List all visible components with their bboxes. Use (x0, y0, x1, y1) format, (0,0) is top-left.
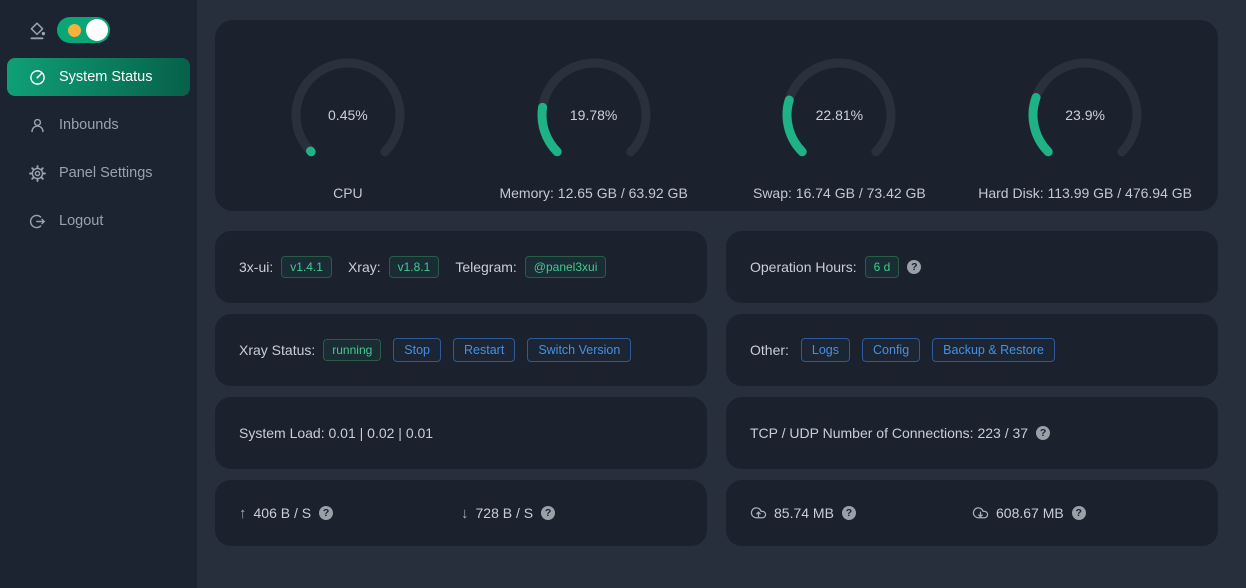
total-upload: 85.74 MB ? (750, 505, 972, 522)
xray-version-tag[interactable]: v1.8.1 (388, 256, 440, 278)
download-speed-value: 728 B / S (475, 505, 534, 521)
upload-arrow-icon: ↑ (239, 504, 247, 522)
upload-speed-value: 406 B / S (253, 505, 312, 521)
sidebar: System Status Inbounds (0, 0, 197, 588)
cloud-upload-icon (750, 505, 767, 522)
gauge-label: Swap: 16.74 GB / 73.42 GB (752, 185, 926, 201)
help-icon[interactable]: ? (319, 506, 334, 520)
gauge-label: Memory: 12.65 GB / 63.92 GB (499, 185, 688, 201)
config-button[interactable]: Config (862, 337, 921, 363)
cloud-download-icon (972, 505, 989, 522)
xray-status-label: Xray Status: (239, 342, 316, 358)
total-download-value: 608.67 MB (996, 505, 1064, 521)
xray-status-card: Xray Status: running Stop Restart Switch… (215, 314, 707, 386)
gauge-memory: 19.78% Memory: 12.65 GB / 63.92 GB (471, 55, 717, 201)
system-load-text: System Load: 0.01 | 0.02 | 0.01 (239, 425, 434, 441)
telegram-tag[interactable]: @panel3xui (524, 256, 607, 278)
connections-text: TCP / UDP Number of Connections: 223 / 3… (750, 425, 1029, 441)
theme-paint-icon (28, 21, 46, 40)
sidebar-item-label: Panel Settings (59, 165, 153, 181)
help-icon[interactable]: ? (907, 260, 922, 274)
total-traffic-card: 85.74 MB ? 608.67 MB ? (726, 480, 1218, 546)
sidebar-item-label: System Status (59, 69, 153, 85)
uptime-card: Operation Hours: 6 d ? (726, 231, 1218, 303)
help-icon[interactable]: ? (841, 506, 856, 520)
sidebar-item-system-status[interactable]: System Status (7, 58, 190, 96)
network-speed-card: ↑ 406 B / S ? ↓ 728 B / S ? (215, 480, 707, 546)
gauge-label: Hard Disk: 113.99 GB / 476.94 GB (978, 185, 1192, 201)
3xui-version-tag[interactable]: v1.4.1 (281, 256, 332, 278)
cards-grid: 3x-ui: v1.4.1 Xray: v1.8.1 Telegram: @pa… (215, 231, 1218, 546)
gauge-value: 0.45% (328, 107, 368, 123)
operation-hours-tag: 6 d (864, 256, 900, 278)
total-upload-value: 85.74 MB (774, 505, 834, 521)
theme-toggle-row (0, 0, 197, 43)
other-label: Other: (750, 342, 789, 358)
operation-hours-label: Operation Hours: (750, 259, 857, 275)
gauge-hard-disk: 23.9% Hard Disk: 113.99 GB / 476.94 GB (962, 55, 1208, 201)
sidebar-item-label: Inbounds (59, 117, 119, 133)
download-arrow-icon: ↓ (461, 504, 469, 522)
gauge-swap: 22.81% Swap: 16.74 GB / 73.42 GB (717, 55, 963, 201)
gauge-value: 22.81% (815, 107, 864, 123)
restart-button[interactable]: Restart (453, 337, 516, 363)
dashboard-icon (29, 69, 46, 86)
dark-theme-switch[interactable] (57, 17, 110, 43)
help-icon[interactable]: ? (541, 506, 556, 520)
download-speed: ↓ 728 B / S ? (461, 505, 683, 522)
sidebar-item-inbounds[interactable]: Inbounds (7, 106, 190, 144)
user-icon (29, 117, 46, 134)
gauge-value: 23.9% (1065, 107, 1105, 123)
logout-icon (29, 213, 46, 230)
system-load-card: System Load: 0.01 | 0.02 | 0.01 (215, 397, 707, 469)
gauge-label: CPU (333, 185, 363, 201)
other-actions-card: Other: Logs Config Backup & Restore (726, 314, 1218, 386)
help-icon[interactable]: ? (1036, 426, 1051, 440)
gauge-cpu: 0.45% CPU (225, 55, 471, 201)
sidebar-item-logout[interactable]: Logout (7, 202, 190, 240)
version-card: 3x-ui: v1.4.1 Xray: v1.8.1 Telegram: @pa… (215, 231, 707, 303)
sidebar-item-panel-settings[interactable]: Panel Settings (7, 154, 190, 192)
sidebar-item-label: Logout (59, 213, 104, 229)
logs-button[interactable]: Logs (800, 337, 851, 363)
gear-icon (29, 164, 46, 182)
telegram-label: Telegram: (455, 259, 517, 275)
3xui-version-label: 3x-ui: (239, 259, 274, 275)
sidebar-menu: System Status Inbounds (0, 58, 197, 240)
xray-status-tag: running (323, 339, 382, 361)
main-content: 0.45% CPU 19.78% Memory: 12.65 GB / 63.9… (197, 0, 1246, 588)
switch-knob (86, 19, 108, 41)
upload-speed: ↑ 406 B / S ? (239, 505, 461, 522)
backup-restore-button[interactable]: Backup & Restore (932, 337, 1055, 363)
gauges-card: 0.45% CPU 19.78% Memory: 12.65 GB / 63.9… (215, 20, 1218, 211)
gauge-value: 19.78% (569, 107, 618, 123)
connections-card: TCP / UDP Number of Connections: 223 / 3… (726, 397, 1218, 469)
stop-button[interactable]: Stop (393, 337, 442, 363)
help-icon[interactable]: ? (1071, 506, 1086, 520)
sun-icon (68, 23, 81, 37)
xray-version-label: Xray: (347, 259, 381, 275)
switch-version-button[interactable]: Switch Version (527, 337, 632, 363)
total-download: 608.67 MB ? (972, 505, 1194, 522)
